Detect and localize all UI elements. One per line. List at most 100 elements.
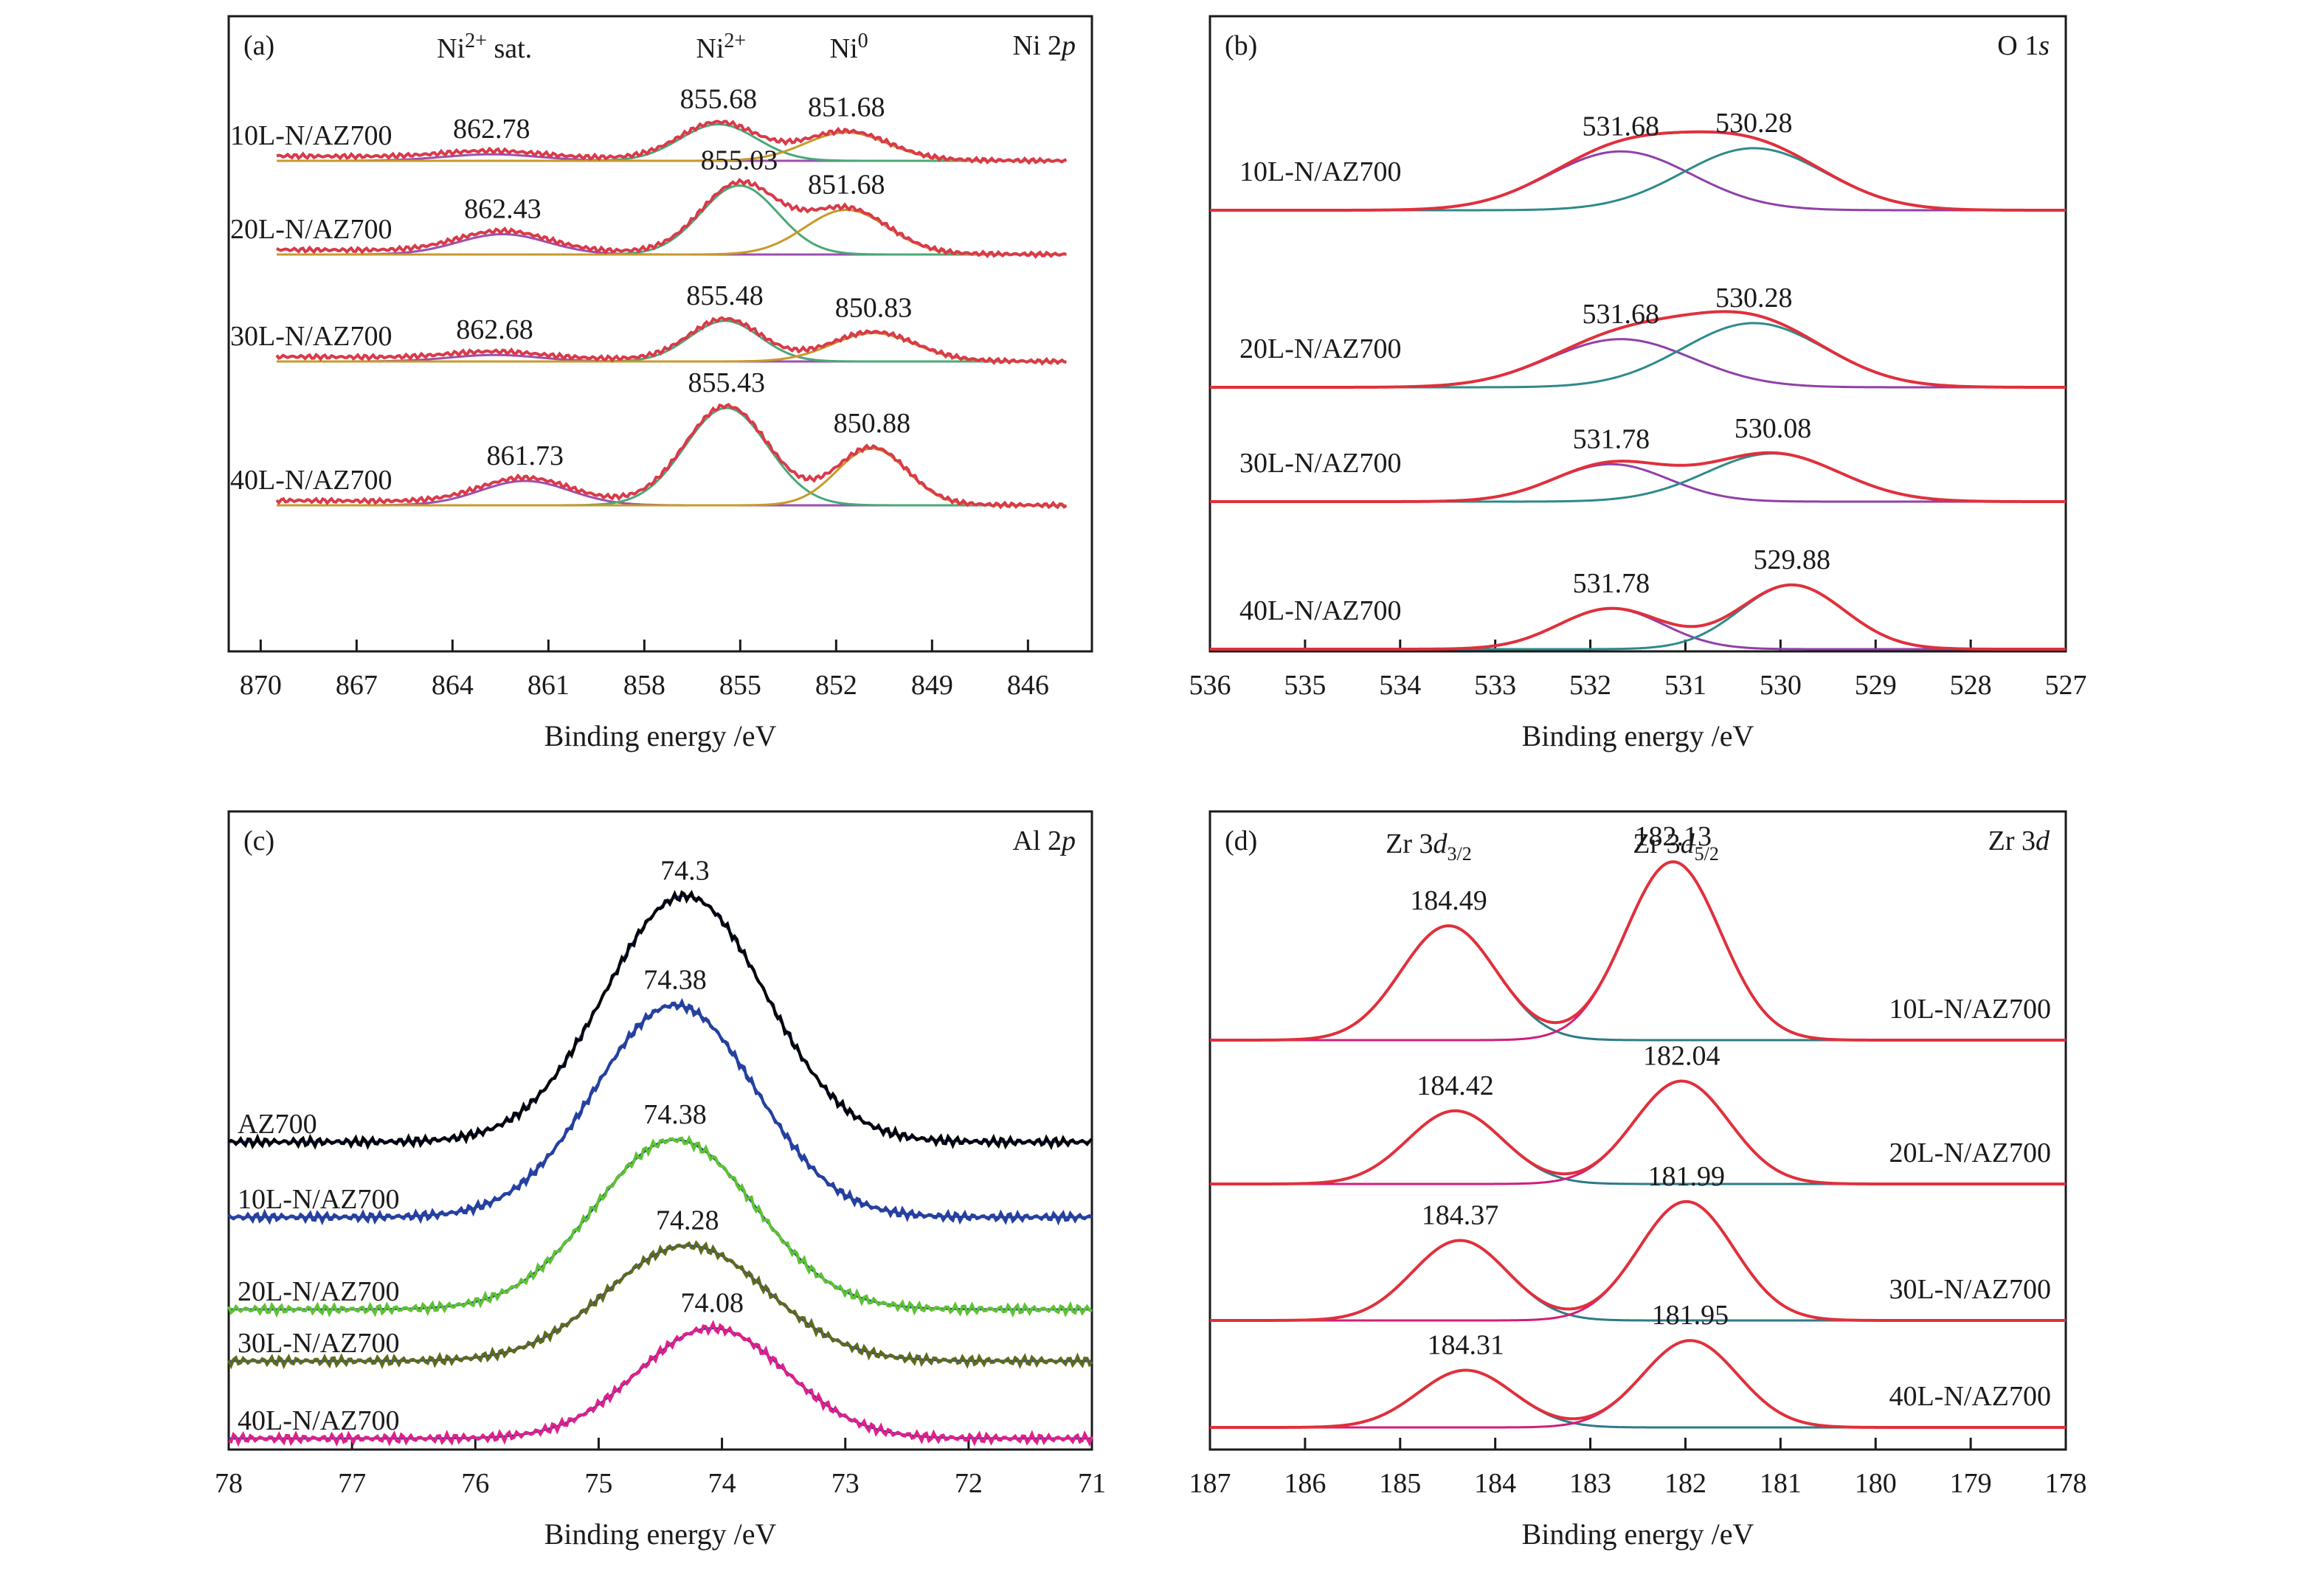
x-tick-label: 186 xyxy=(1284,1468,1326,1499)
x-tick-label: 76 xyxy=(461,1468,489,1499)
panel-b: 536 535 534 533 532 531 530 529 528 527 Binding en… xyxy=(1189,15,2087,752)
x-tick-label: 77 xyxy=(338,1468,366,1499)
envelope-curve xyxy=(1209,1079,2066,1185)
x-tick-label: 74 xyxy=(708,1468,736,1499)
spectrum-AZ700: 74.3 AZ700 xyxy=(227,856,1093,1151)
x-tick-label: 852 xyxy=(815,670,857,701)
panel-c: 78 77 76 75 74 73 72 71 Binding energy /eV (c) Al … xyxy=(215,810,1106,1551)
sample-label: 40L-N/AZ700 xyxy=(1889,1381,2051,1412)
x-tick-label: 72 xyxy=(955,1468,983,1499)
plot-frame xyxy=(227,810,1093,1451)
peak-value-label: 184.31 xyxy=(1427,1330,1504,1361)
peak-value-label: 184.42 xyxy=(1417,1070,1494,1101)
peak-value-label: 861.73 xyxy=(486,440,564,471)
spectrum-30L-N/AZ700: 184.37 181.99 30L-N/AZ700 xyxy=(1210,1161,2066,1322)
core-level-label: Zr 3d xyxy=(1988,825,2050,856)
x-axis-label: Binding energy /eV xyxy=(544,719,777,752)
x-tick-label: 849 xyxy=(911,670,953,701)
peak-value-label: 74.38 xyxy=(643,965,707,996)
x-tick-label: 71 xyxy=(1078,1468,1106,1499)
x-tick-label: 182 xyxy=(1664,1468,1706,1499)
x-tick-label: 75 xyxy=(584,1468,612,1499)
x-tick-label: 531 xyxy=(1664,670,1706,701)
x-tick-label: 78 xyxy=(215,1468,243,1499)
plot-frame xyxy=(227,15,1093,653)
sample-label: 10L-N/AZ700 xyxy=(230,120,392,151)
peak-value-label: 851.68 xyxy=(808,92,885,123)
component-peak xyxy=(277,131,1067,162)
envelope-curve xyxy=(275,403,1068,510)
envelope-curve xyxy=(227,1239,1093,1370)
peak-value-label: 851.68 xyxy=(808,170,885,201)
envelope-curve xyxy=(227,997,1093,1226)
sample-label: 30L-N/AZ700 xyxy=(1239,448,1402,479)
sample-label: 10L-N/AZ700 xyxy=(1889,994,2051,1025)
envelope-curve xyxy=(227,890,1093,1151)
core-level-label: Ni 2p xyxy=(1013,30,1076,61)
peak-header: Ni2+ sat. xyxy=(437,30,532,64)
peak-value-label: 181.95 xyxy=(1652,1300,1729,1331)
spectrum-20L-N/AZ700: 531.68 530.28 20L-N/AZ700 xyxy=(1210,283,2067,389)
component-peak xyxy=(277,184,1067,256)
x-tick-label: 867 xyxy=(336,670,378,701)
plot-frame xyxy=(1208,810,2067,1451)
spectrum-20L-N/AZ700: 74.38 20L-N/AZ700 xyxy=(227,1099,1093,1318)
peak-value-label: 74.38 xyxy=(643,1099,707,1130)
panel-d: 187 186 185 184 183 182 181 180 179 178 Binding en… xyxy=(1189,810,2087,1551)
envelope-curve xyxy=(1210,1339,2066,1429)
spectrum-30L-N/AZ700: 531.78 530.08 30L-N/AZ700 xyxy=(1210,413,2067,503)
peak-value-label: 74.3 xyxy=(660,856,710,887)
envelope-curve xyxy=(1210,130,2067,212)
peak-value-label: 855.03 xyxy=(701,145,778,176)
peak-value-label: 531.68 xyxy=(1583,111,1660,142)
x-tick-label: 855 xyxy=(719,670,761,701)
x-tick-label: 179 xyxy=(1950,1468,1992,1499)
x-tick-label: 180 xyxy=(1855,1468,1897,1499)
peak-header: Ni2+ xyxy=(696,30,746,64)
peak-value-label: 182.04 xyxy=(1643,1041,1720,1072)
x-tick-label: 536 xyxy=(1189,670,1231,701)
envelope-curve xyxy=(1210,310,2067,389)
peak-value-label: 529.88 xyxy=(1754,544,1831,575)
x-tick-label: 187 xyxy=(1189,1468,1231,1499)
sample-label: 20L-N/AZ700 xyxy=(1889,1138,2051,1168)
component-peak xyxy=(1210,1080,2066,1185)
sample-label: 10L-N/AZ700 xyxy=(1239,156,1402,187)
envelope-curve xyxy=(1210,1199,2066,1322)
sample-label: 20L-N/AZ700 xyxy=(238,1276,400,1307)
peak-value-label: 862.78 xyxy=(453,114,530,145)
x-tick-label: 533 xyxy=(1474,670,1516,701)
spectrum-40L-N/AZ700: 861.73 855.43 850.88 40L-N/AZ700 xyxy=(230,367,1068,510)
panel-letter: (a) xyxy=(243,30,274,61)
peak-header: Zr 3d3/2 xyxy=(1386,828,1472,865)
envelope-curve xyxy=(276,120,1068,165)
peak-value-label: 862.68 xyxy=(456,314,533,345)
peak-value-label: 530.28 xyxy=(1715,108,1793,139)
peak-value-label: 182.13 xyxy=(1634,821,1712,852)
sample-label: 20L-N/AZ700 xyxy=(1239,333,1402,364)
envelope-curve xyxy=(1210,583,2066,651)
x-tick-label: 846 xyxy=(1007,670,1049,701)
x-tick-label: 185 xyxy=(1379,1468,1421,1499)
panel-letter: (c) xyxy=(243,825,274,856)
peak-value-label: 531.78 xyxy=(1573,423,1650,454)
peak-value-label: 74.08 xyxy=(680,1288,744,1319)
plot-frame xyxy=(1208,15,2067,653)
sample-label: 20L-N/AZ700 xyxy=(230,214,392,245)
x-tick-label: 183 xyxy=(1569,1468,1611,1499)
peak-value-label: 531.78 xyxy=(1573,568,1650,599)
spectrum-20L-N/AZ700: 862.43 855.03 851.68 20L-N/AZ700 xyxy=(230,145,1067,259)
peak-value-label: 850.83 xyxy=(835,293,913,324)
x-tick-label: 530 xyxy=(1760,670,1802,701)
spectrum-40L-N/AZ700: 184.31 181.95 40L-N/AZ700 xyxy=(1210,1300,2066,1429)
peak-value-label: 862.43 xyxy=(464,194,542,225)
sample-label: 30L-N/AZ700 xyxy=(238,1328,400,1359)
x-tick-label: 178 xyxy=(2045,1468,2087,1499)
sample-label: 30L-N/AZ700 xyxy=(230,321,392,352)
x-tick-label: 527 xyxy=(2045,670,2087,701)
peak-value-label: 855.68 xyxy=(680,84,758,115)
component-peak xyxy=(277,209,1067,256)
sample-label: 40L-N/AZ700 xyxy=(230,465,392,496)
spectrum-10L-N/AZ700: 531.68 530.28 10L-N/AZ700 xyxy=(1210,108,2067,212)
